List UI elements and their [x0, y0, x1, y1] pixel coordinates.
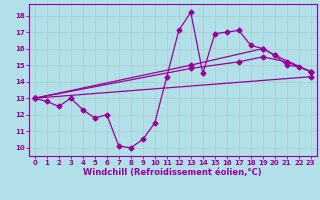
X-axis label: Windchill (Refroidissement éolien,°C): Windchill (Refroidissement éolien,°C)	[84, 168, 262, 177]
